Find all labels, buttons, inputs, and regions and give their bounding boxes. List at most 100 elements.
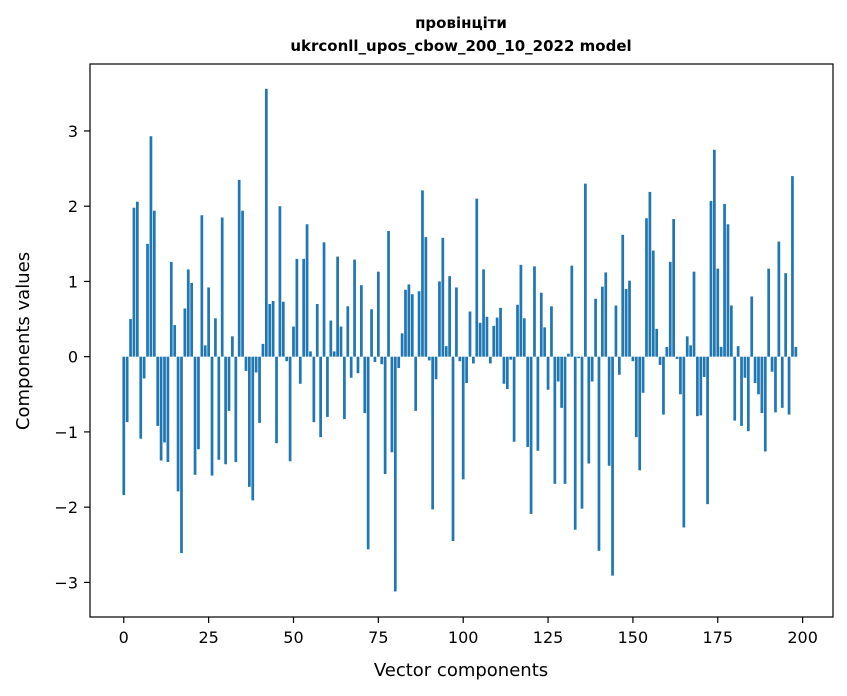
bar-152 (638, 356, 642, 471)
bar-24 (203, 345, 207, 357)
bar-157 (655, 328, 659, 357)
y-tick-label: 2 (68, 197, 78, 216)
bar-42 (264, 88, 268, 357)
bar-25 (207, 287, 210, 357)
y-tick-label: 1 (68, 272, 78, 291)
bar-144 (611, 356, 614, 576)
bar-8 (149, 136, 153, 357)
x-tick-label: 75 (368, 628, 388, 647)
bar-18 (183, 308, 187, 357)
bar-83 (404, 289, 407, 357)
bar-182 (740, 356, 743, 426)
bar-16 (176, 356, 180, 492)
bar-37 (248, 356, 251, 487)
bar-89 (424, 237, 428, 357)
bar-154 (645, 218, 648, 357)
x-axis-ticks: 0 25 50 75 100 125 150 175 200 (119, 617, 818, 647)
bar-137 (587, 356, 591, 464)
bar-35 (241, 210, 244, 357)
bar-81 (397, 356, 401, 368)
bar-2 (129, 319, 132, 357)
bar-72 (366, 356, 370, 550)
bar-171 (702, 356, 706, 377)
bar-190 (767, 268, 771, 357)
bar-158 (658, 356, 662, 365)
bar-114 (509, 356, 513, 360)
bar-53 (302, 258, 306, 357)
bar-125 (546, 356, 550, 390)
bar-197 (791, 176, 794, 357)
bar-67 (349, 356, 353, 378)
bar-79 (390, 356, 394, 453)
bar-194 (780, 356, 784, 408)
bar-95 (444, 346, 448, 357)
bar-192 (774, 356, 777, 413)
bar-38 (251, 356, 255, 501)
bar-138 (590, 356, 594, 382)
bar-159 (662, 356, 665, 415)
y-axis-label: Components values (13, 252, 34, 430)
bar-17 (180, 356, 183, 554)
bar-150 (631, 356, 635, 362)
bar-84 (407, 284, 411, 357)
chart-title: провінціти (415, 14, 507, 32)
bar-113 (505, 356, 509, 390)
bar-76 (380, 356, 384, 365)
bar-94 (441, 237, 445, 357)
bar-116 (516, 304, 519, 357)
bar-179 (729, 305, 733, 357)
bar-44 (271, 301, 275, 357)
bar-140 (597, 356, 601, 551)
bar-11 (159, 356, 163, 461)
bar-29 (220, 217, 224, 357)
bar-191 (770, 356, 774, 372)
bar-3 (132, 207, 136, 357)
bar-121 (533, 266, 536, 357)
bar-33 (234, 356, 238, 463)
bar-21 (193, 356, 197, 475)
bar-112 (502, 356, 506, 384)
bar-147 (621, 234, 625, 357)
bar-160 (665, 346, 669, 357)
bar-142 (604, 272, 608, 357)
bar-108 (488, 356, 492, 364)
bar-32 (231, 336, 234, 357)
bar-165 (682, 356, 686, 528)
bar-0 (122, 356, 126, 496)
bar-90 (427, 356, 431, 361)
bar-4 (135, 201, 139, 357)
bar-177 (723, 203, 726, 357)
bar-85 (410, 294, 414, 357)
bar-198 (794, 346, 798, 357)
bar-119 (526, 356, 530, 447)
x-axis-label: Vector components (374, 660, 548, 681)
bar-130 (563, 356, 567, 484)
y-tick-label: −3 (54, 573, 78, 592)
bar-54 (305, 224, 309, 357)
bar-127 (553, 356, 557, 484)
bar-74 (373, 356, 377, 362)
bar-156 (651, 250, 655, 357)
bar-86 (414, 356, 418, 411)
bar-181 (736, 346, 740, 357)
bar-92 (434, 356, 438, 380)
bar-31 (227, 356, 231, 411)
bar-178 (726, 224, 730, 357)
bar-126 (550, 306, 553, 357)
bar-99 (458, 356, 462, 362)
bar-186 (753, 356, 757, 384)
bar-28 (217, 356, 221, 460)
bar-75 (376, 271, 380, 357)
bar-52 (298, 356, 302, 384)
bar-134 (577, 356, 580, 359)
bar-109 (492, 325, 496, 357)
bar-26 (210, 356, 214, 476)
y-axis-ticks: −3 −2 −1 0 1 2 3 (54, 122, 90, 592)
bar-70 (360, 285, 363, 357)
bar-133 (573, 356, 577, 530)
bar-106 (482, 269, 485, 357)
bar-189 (763, 356, 767, 452)
bar-176 (719, 346, 723, 357)
y-tick-label: 0 (68, 348, 78, 367)
